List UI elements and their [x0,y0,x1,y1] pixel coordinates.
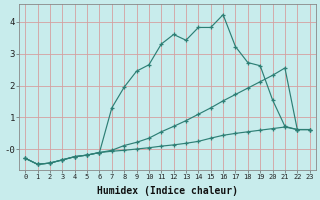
X-axis label: Humidex (Indice chaleur): Humidex (Indice chaleur) [97,186,238,196]
